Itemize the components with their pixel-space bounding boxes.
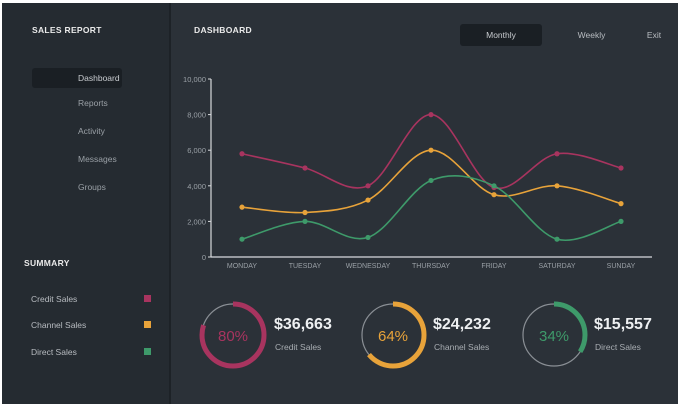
page-title: DASHBOARD	[194, 25, 252, 35]
direct-label: Direct Sales	[595, 342, 641, 352]
channel-amount: $24,232	[433, 316, 491, 333]
sidebar: SALES REPORT Dashboard Reports Activity …	[2, 3, 169, 404]
nav-item-groups[interactable]: Groups	[32, 177, 122, 197]
credit-color-swatch	[144, 295, 151, 302]
credit-data-point	[239, 151, 245, 157]
nav-label: Dashboard	[78, 73, 120, 83]
ring-progress-arc	[520, 301, 588, 369]
x-tick-label: SUNDAY	[607, 263, 636, 270]
channel-data-point	[618, 201, 624, 207]
y-tick-label: 10,000	[183, 75, 206, 84]
summary-label: Channel Sales	[31, 320, 87, 330]
ring-progress-arc	[359, 301, 427, 369]
nav-item-activity[interactable]: Activity	[32, 121, 122, 141]
credit-data-point	[302, 165, 308, 171]
direct-series-line	[241, 175, 622, 242]
y-tick-label: 0	[202, 253, 206, 262]
ring-percent-label: 80%	[218, 328, 248, 345]
y-tick-label: 8,000	[187, 111, 206, 120]
x-tick-label: SATURDAY	[538, 263, 575, 270]
summary-row-direct: Direct Sales	[31, 345, 151, 359]
channel-data-point	[491, 192, 497, 198]
app-window: SALES REPORT Dashboard Reports Activity …	[2, 3, 678, 404]
channel-data-point	[554, 183, 560, 189]
direct-data-point	[618, 218, 624, 224]
summary-label: Credit Sales	[31, 294, 78, 304]
direct-amount: $15,557	[594, 316, 652, 333]
ring-progress-arc	[199, 301, 267, 369]
channel-progress-ring: 64%	[359, 301, 427, 369]
direct-data-point	[491, 183, 497, 189]
sidebar-divider	[169, 3, 171, 404]
channel-label: Channel Sales	[434, 342, 490, 352]
ring-percent-label: 64%	[378, 328, 408, 345]
x-tick-label: TUESDAY	[289, 263, 322, 270]
tab-monthly[interactable]: Monthly	[460, 24, 542, 46]
tab-weekly[interactable]: Weekly	[577, 30, 606, 40]
channel-data-point	[365, 197, 371, 203]
credit-progress-ring: 80%	[199, 301, 267, 369]
credit-amount: $36,663	[274, 316, 332, 333]
summary-title: SUMMARY	[24, 258, 70, 268]
ring-percent-label: 34%	[539, 328, 569, 345]
summary-row-credit: Credit Sales	[31, 292, 151, 306]
nav-label: Groups	[78, 182, 106, 192]
credit-data-point	[428, 112, 434, 118]
y-tick-label: 2,000	[187, 217, 206, 226]
app-title: SALES REPORT	[32, 25, 102, 35]
direct-data-point	[239, 236, 245, 242]
direct-color-swatch	[144, 348, 151, 355]
channel-data-point	[302, 209, 308, 216]
nav-label: Messages	[78, 154, 117, 164]
credit-data-point	[554, 151, 560, 157]
summary-label: Direct Sales	[31, 347, 77, 357]
nav-item-reports[interactable]: Reports	[32, 93, 122, 113]
credit-label: Credit Sales	[275, 342, 322, 352]
nav-label: Activity	[78, 126, 105, 136]
channel-color-swatch	[144, 321, 151, 328]
x-tick-label: FRIDAY	[481, 263, 506, 270]
exit-button[interactable]: Exit	[646, 30, 662, 40]
summary-row-channel: Channel Sales	[31, 318, 151, 332]
y-tick-label: 6,000	[187, 146, 206, 155]
credit-data-point	[618, 165, 624, 171]
x-tick-label: WEDNESDAY	[346, 263, 391, 270]
nav-item-dashboard[interactable]: Dashboard	[32, 68, 122, 88]
nav-item-messages[interactable]: Messages	[32, 149, 122, 169]
direct-data-point	[554, 236, 560, 242]
direct-data-point	[302, 218, 308, 224]
direct-data-point	[428, 177, 434, 184]
x-tick-label: THURSDAY	[412, 263, 450, 270]
channel-data-point	[428, 147, 434, 153]
sales-line-chart: 0 2,000 4,000 6,000 8,000 10,000 MONDAY TUESDAY…	[183, 75, 652, 270]
direct-progress-ring: 34%	[520, 301, 588, 369]
nav-label: Reports	[78, 98, 108, 108]
credit-data-point	[365, 183, 371, 189]
channel-data-point	[239, 204, 245, 210]
y-tick-label: 4,000	[187, 182, 206, 191]
direct-data-point	[365, 234, 371, 241]
x-tick-label: MONDAY	[227, 263, 258, 270]
